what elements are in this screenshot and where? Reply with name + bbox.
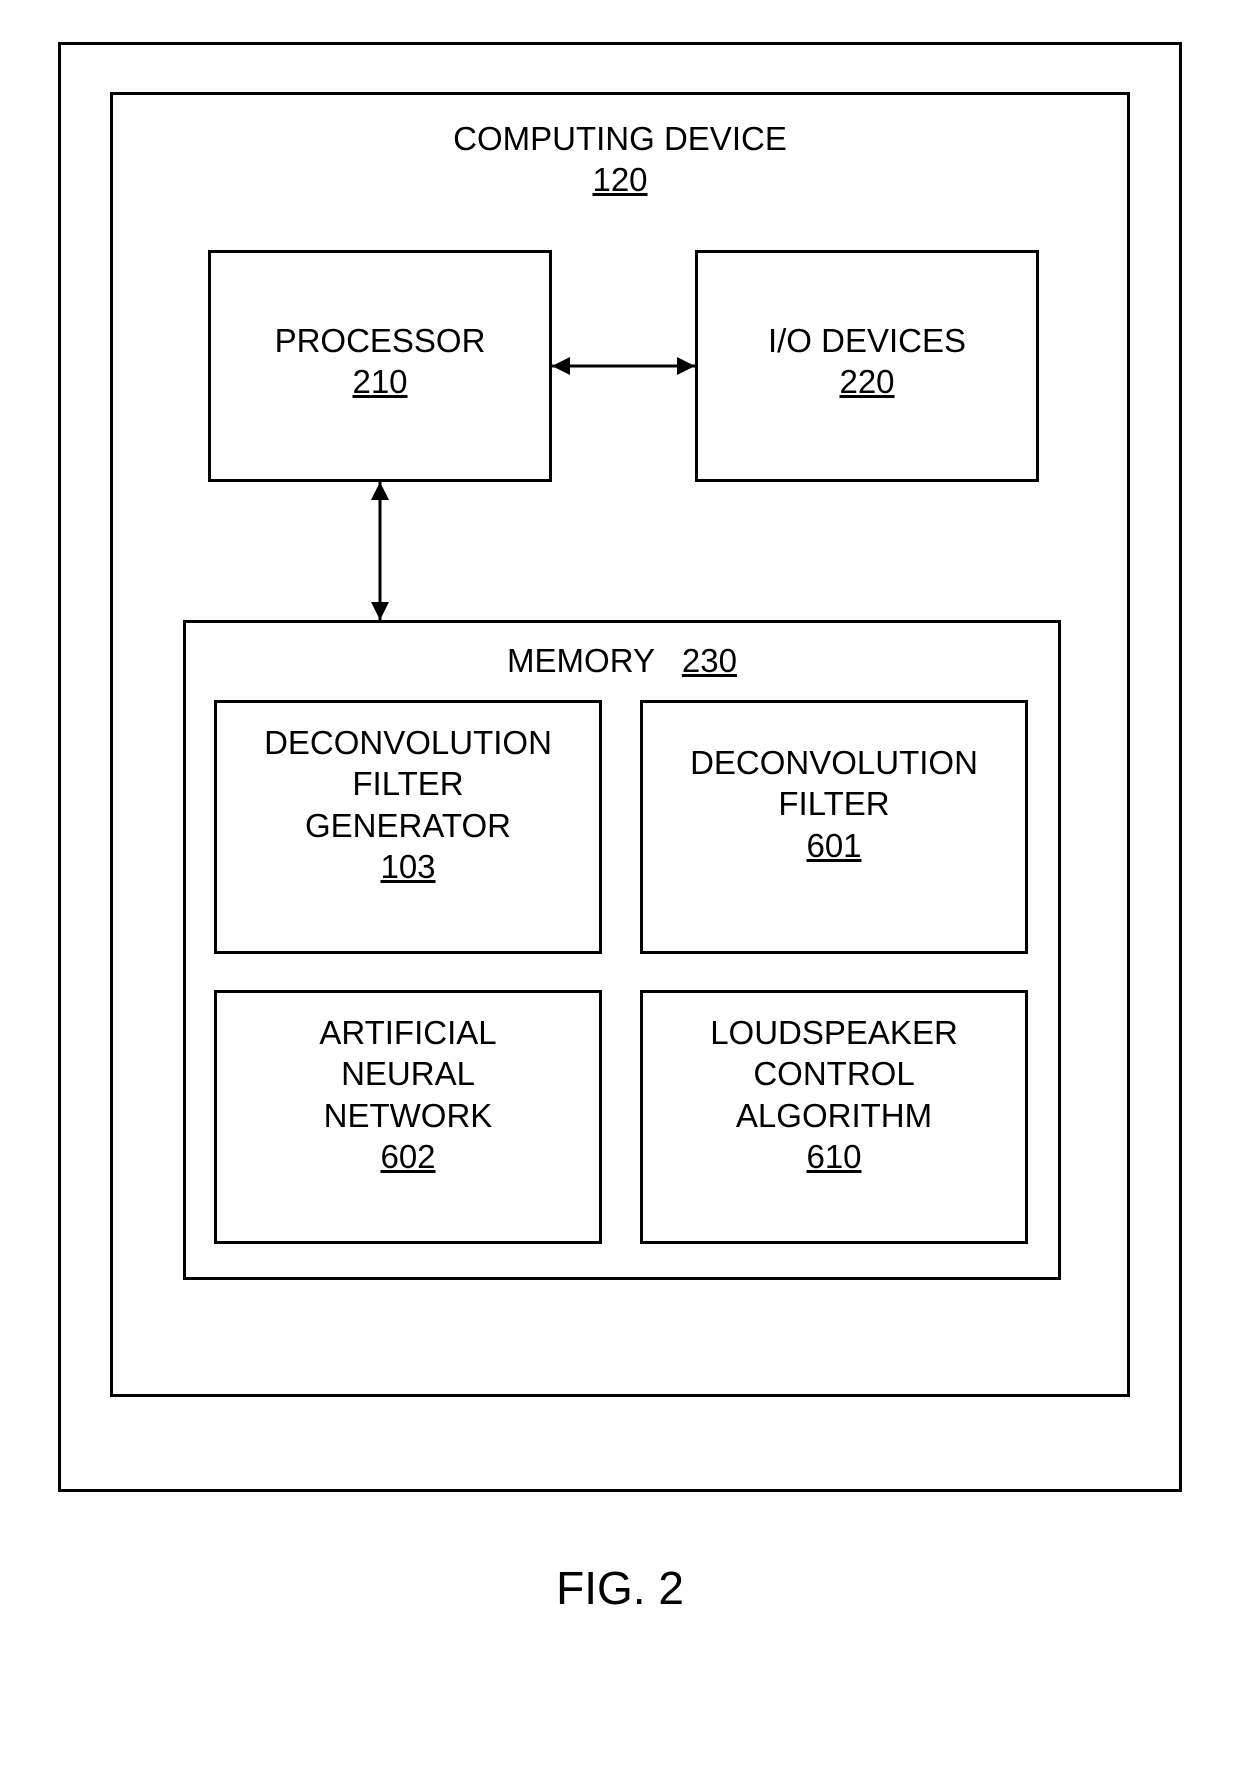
processor-label: PROCESSOR 210 (208, 320, 552, 403)
ann-label: ARTIFICIAL NEURAL NETWORK 602 (214, 1012, 602, 1177)
memory-title: MEMORY (507, 642, 654, 679)
ann-line3: NETWORK (324, 1097, 493, 1134)
io-devices-title: I/O DEVICES (768, 322, 966, 359)
loudspeaker-line3: ALGORITHM (736, 1097, 932, 1134)
deconv-generator-label: DECONVOLUTION FILTER GENERATOR 103 (214, 722, 602, 887)
deconv-generator-line1: DECONVOLUTION (264, 724, 552, 761)
arrow-processor-memory (350, 452, 410, 650)
ann-line1: ARTIFICIAL (319, 1014, 496, 1051)
deconv-filter-ref: 601 (806, 827, 861, 864)
page: COMPUTING DEVICE 120 PROCESSOR 210 I/O D… (0, 0, 1240, 1777)
computing-device-title: COMPUTING DEVICE 120 (110, 118, 1130, 201)
computing-device-ref: 120 (592, 161, 647, 198)
arrow-processor-io (522, 336, 725, 396)
loudspeaker-label: LOUDSPEAKER CONTROL ALGORITHM 610 (640, 1012, 1028, 1177)
memory-ref: 230 (682, 642, 737, 679)
io-devices-label: I/O DEVICES 220 (695, 320, 1039, 403)
loudspeaker-line1: LOUDSPEAKER (710, 1014, 958, 1051)
loudspeaker-line2: CONTROL (753, 1055, 914, 1092)
processor-ref: 210 (352, 363, 407, 400)
computing-device-title-text: COMPUTING DEVICE (453, 120, 787, 157)
deconv-generator-ref: 103 (380, 848, 435, 885)
processor-title: PROCESSOR (275, 322, 486, 359)
ann-line2: NEURAL (341, 1055, 475, 1092)
deconv-filter-label: DECONVOLUTION FILTER 601 (640, 742, 1028, 866)
deconv-generator-line2: FILTER (352, 765, 463, 802)
deconv-filter-line2: FILTER (778, 785, 889, 822)
figure-caption: FIG. 2 (0, 1560, 1240, 1618)
deconv-generator-line3: GENERATOR (305, 807, 511, 844)
ann-ref: 602 (380, 1138, 435, 1175)
memory-title-label: MEMORY 230 (183, 640, 1061, 681)
io-devices-ref: 220 (839, 363, 894, 400)
loudspeaker-ref: 610 (806, 1138, 861, 1175)
figure-caption-text: FIG. 2 (556, 1562, 684, 1614)
deconv-filter-line1: DECONVOLUTION (690, 744, 978, 781)
